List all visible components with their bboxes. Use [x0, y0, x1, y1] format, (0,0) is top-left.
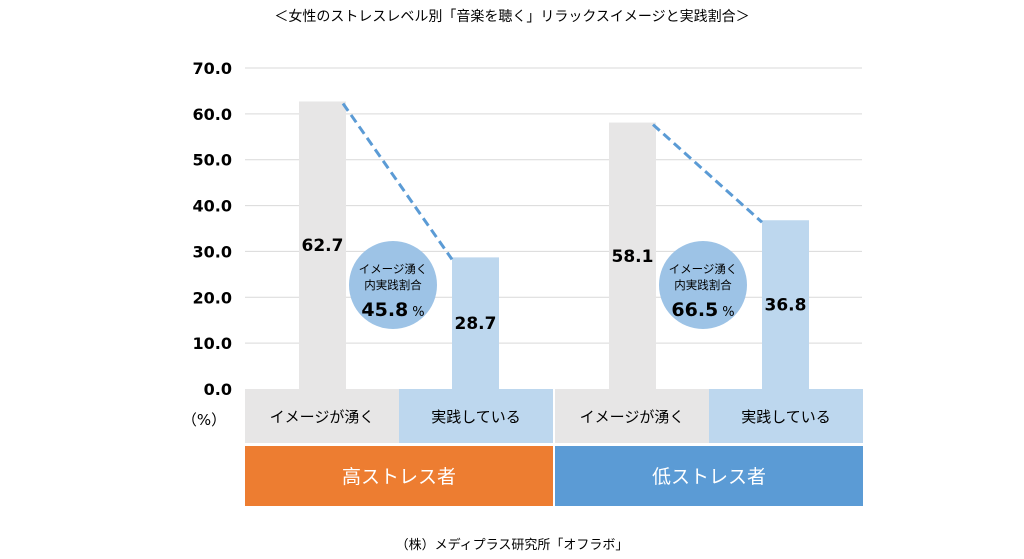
group-label: 低ストレス者 — [652, 466, 766, 488]
bubble-ratio-unit: % — [722, 305, 734, 320]
y-tick-label: 20.0 — [193, 288, 232, 307]
bubble-line-1: イメージ湧く — [669, 262, 738, 276]
unit-label: （%） — [182, 411, 226, 429]
bubble-ratio-value: 45.8% — [361, 299, 424, 321]
category-label: 実践している — [741, 408, 831, 426]
chart-title: ＜女性のストレスレベル別「音楽を聴く」リラックスイメージと実践割合＞ — [274, 8, 749, 25]
category-label: イメージが湧く — [270, 408, 375, 426]
group-band — [245, 446, 553, 506]
y-tick-label: 50.0 — [193, 151, 232, 170]
ratio-bubble — [349, 241, 437, 329]
chart-marks: イメージが湧く62.7実践している28.7高ストレス者イメージ湧く内実践割合45… — [245, 101, 863, 506]
bar-value-label: 28.7 — [455, 314, 497, 334]
category-cell-practice — [709, 389, 863, 443]
bubble-ratio-value: 66.5% — [671, 299, 734, 321]
source-credit: （株）メディプラス研究所「オフラボ」 — [396, 537, 629, 553]
bar-image — [609, 122, 656, 389]
bubble-line-2: 内実践割合 — [674, 278, 732, 292]
category-cell-practice — [399, 389, 553, 443]
bar-practice — [452, 257, 499, 389]
bar-practice — [762, 220, 809, 389]
group-label: 高ストレス者 — [342, 466, 456, 488]
category-label: イメージが湧く — [580, 408, 685, 426]
bar-image — [299, 101, 346, 390]
bubble-ratio-number: 45.8 — [361, 299, 408, 321]
y-tick-label: 10.0 — [193, 334, 232, 353]
bubble-ratio-number: 66.5 — [671, 299, 718, 321]
y-tick-label: 40.0 — [193, 197, 232, 216]
group-band — [555, 446, 863, 506]
y-tick-label: 30.0 — [193, 242, 232, 261]
grid-lines — [245, 67, 862, 344]
bubble-line-1: イメージ湧く — [359, 262, 428, 276]
connector-line — [651, 123, 764, 224]
y-tick-label: 0.0 — [204, 380, 232, 399]
y-tick-label: 60.0 — [193, 105, 232, 124]
bar-value-label: 58.1 — [612, 247, 654, 267]
y-tick-label: 70.0 — [193, 59, 232, 78]
category-label: 実践している — [431, 408, 521, 426]
bar-value-label: 62.7 — [302, 236, 344, 256]
y-axis: 0.0 10.0 20.0 30.0 40.0 50.0 60.0 70.0 — [193, 59, 232, 399]
bubble-line-2: 内実践割合 — [364, 278, 422, 292]
connector-line — [341, 102, 454, 261]
bar-value-label: 36.8 — [765, 296, 807, 316]
category-cell-image — [555, 389, 709, 443]
category-cell-image — [245, 389, 399, 443]
bubble-ratio-unit: % — [412, 305, 424, 320]
ratio-bubble — [659, 241, 747, 329]
